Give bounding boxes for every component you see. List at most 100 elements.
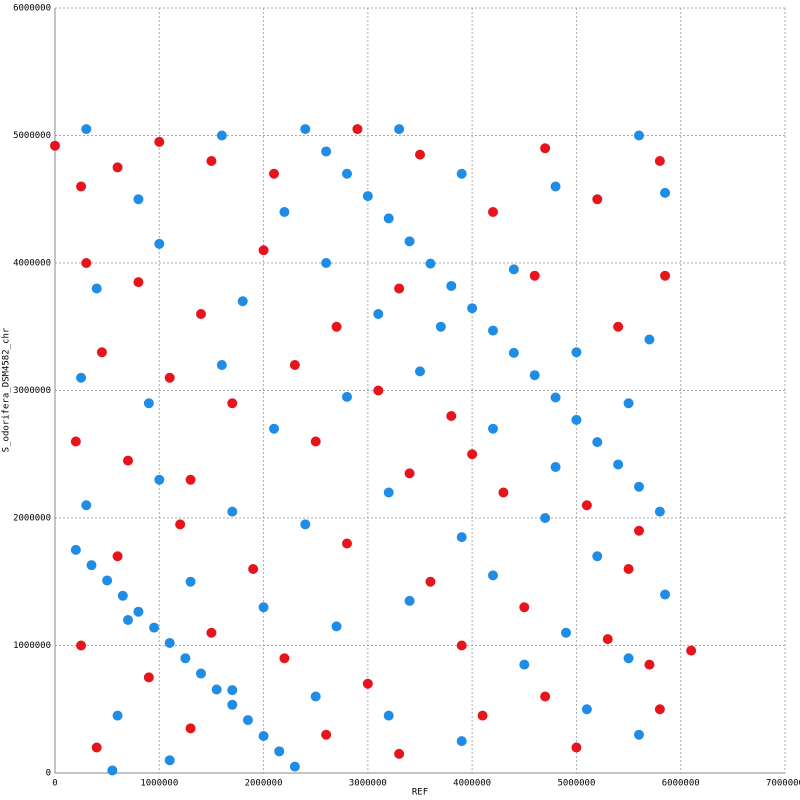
x-tick-label: 6000000 — [662, 779, 700, 789]
point — [258, 245, 269, 256]
point — [300, 124, 311, 135]
point — [623, 564, 634, 574]
point — [96, 347, 107, 358]
point — [654, 156, 665, 166]
point — [342, 391, 352, 402]
point — [211, 684, 222, 695]
point — [196, 668, 206, 679]
point — [446, 411, 457, 421]
point — [112, 551, 123, 562]
point — [279, 207, 290, 217]
point — [634, 481, 644, 492]
point — [446, 280, 457, 291]
point — [321, 729, 332, 740]
point — [143, 672, 154, 683]
point — [227, 699, 238, 710]
point — [654, 506, 665, 517]
point — [331, 321, 342, 332]
x-tick-label: 7000000 — [766, 779, 800, 789]
point — [456, 736, 467, 747]
point — [50, 140, 60, 151]
point — [456, 640, 467, 651]
point — [581, 704, 592, 715]
point — [488, 207, 498, 217]
point — [571, 414, 582, 425]
point — [180, 653, 191, 664]
point — [550, 392, 561, 403]
point — [540, 143, 551, 154]
point — [467, 303, 478, 314]
point — [571, 347, 582, 358]
point — [383, 710, 394, 721]
x-tick-label: 2000000 — [245, 779, 283, 789]
point — [331, 621, 342, 632]
y-tick-label: 2000000 — [13, 514, 51, 524]
y-tick-label: 1000000 — [13, 641, 51, 651]
y-tick-label: 5000000 — [13, 131, 51, 141]
point — [123, 615, 133, 625]
point — [76, 372, 87, 383]
point — [435, 321, 446, 332]
point — [143, 398, 154, 409]
point — [227, 506, 238, 517]
point — [660, 270, 671, 281]
point — [216, 360, 227, 370]
point — [107, 765, 118, 776]
point — [634, 130, 644, 141]
point — [404, 595, 415, 606]
point — [117, 590, 128, 601]
point — [258, 731, 269, 742]
point — [70, 544, 81, 555]
point — [76, 181, 87, 192]
point — [206, 627, 217, 638]
point — [550, 462, 561, 472]
point — [123, 455, 133, 466]
point — [133, 277, 144, 288]
point — [102, 575, 113, 586]
point — [508, 264, 519, 275]
point — [613, 459, 624, 470]
point — [592, 551, 603, 562]
point — [242, 715, 253, 726]
point — [310, 436, 321, 447]
point — [227, 685, 238, 696]
point — [112, 162, 123, 173]
point — [592, 437, 603, 448]
point — [196, 309, 206, 319]
point — [383, 487, 394, 498]
point — [133, 194, 144, 205]
point — [550, 181, 561, 192]
point — [519, 602, 530, 613]
point — [456, 168, 467, 179]
point — [216, 130, 227, 141]
point — [269, 168, 279, 179]
point — [660, 589, 671, 600]
point — [342, 538, 352, 549]
point — [321, 258, 332, 268]
y-tick-label: 6000000 — [13, 4, 51, 14]
point — [279, 653, 290, 664]
point — [227, 398, 238, 409]
point — [362, 191, 373, 202]
point — [300, 519, 311, 530]
point — [81, 258, 92, 268]
point — [686, 645, 697, 656]
point — [415, 149, 425, 160]
point — [613, 321, 624, 332]
point — [352, 124, 363, 135]
x-tick-label: 3000000 — [349, 779, 387, 789]
y-tick-label: 3000000 — [13, 386, 51, 396]
point — [289, 761, 300, 772]
point — [206, 156, 217, 166]
point — [164, 637, 175, 648]
point — [602, 634, 613, 645]
point — [394, 124, 405, 135]
point — [660, 187, 671, 198]
point — [498, 487, 509, 498]
point — [310, 691, 321, 702]
point — [81, 124, 92, 135]
point — [373, 309, 384, 319]
point — [425, 258, 436, 269]
point — [394, 748, 405, 759]
point — [508, 347, 519, 358]
